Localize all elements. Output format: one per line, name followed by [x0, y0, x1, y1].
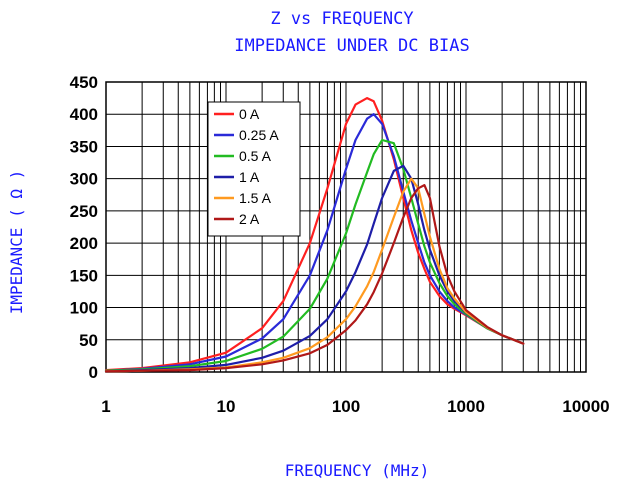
legend-entry-label: 0.5 A [239, 148, 272, 164]
x-tick-label: 10 [217, 397, 236, 416]
y-axis-label: IMPEDANCE ( Ω ) [7, 170, 26, 315]
plot-area-frame [105, 81, 587, 373]
chart-title: Z vs FREQUENCY [270, 9, 413, 29]
legend-entry-label: 0 A [239, 106, 260, 122]
x-tick-label: 1000 [447, 397, 485, 416]
y-tick-label: 50 [79, 331, 98, 350]
x-axis-label: FREQUENCY (MHz) [285, 461, 430, 480]
x-tick-label: 100 [332, 397, 360, 416]
y-tick-label: 250 [70, 202, 98, 221]
series-line-1-5-a [104, 177, 525, 373]
x-tick-label: 1 [101, 397, 110, 416]
y-tick-label: 200 [70, 234, 98, 253]
y-tick-label: 400 [70, 105, 98, 124]
y-tick-label: 350 [70, 137, 98, 156]
legend: 0 A 0.25 A 0.5 A 1 A 1.5 A 2 A [207, 101, 301, 237]
legend-entry-label: 1 A [239, 169, 260, 185]
series-line-1-a [104, 164, 525, 373]
y-tick-label: 150 [70, 266, 98, 285]
y-tick-label: 450 [70, 73, 98, 92]
legend-box [207, 101, 301, 237]
series-lines [104, 96, 525, 373]
series-line-0-5-a [104, 138, 525, 372]
legend-entry-label: 0.25 A [239, 127, 279, 143]
series-line-0-25-a [104, 113, 525, 372]
x-tick-label: 10000 [562, 397, 609, 416]
y-tick-label: 100 [70, 299, 98, 318]
x-tick-labels: 1 10 100 1000 10000 [101, 397, 609, 416]
legend-entry-label: 2 A [239, 211, 260, 227]
y-tick-label: 0 [89, 363, 98, 382]
series-line-2-a [104, 184, 525, 373]
chart-subtitle: IMPEDANCE UNDER DC BIAS [234, 36, 469, 56]
y-tick-label: 300 [70, 170, 98, 189]
legend-entry-label: 1.5 A [239, 190, 272, 206]
y-tick-labels: 0 50 100 150 200 250 300 350 400 450 [70, 73, 98, 382]
